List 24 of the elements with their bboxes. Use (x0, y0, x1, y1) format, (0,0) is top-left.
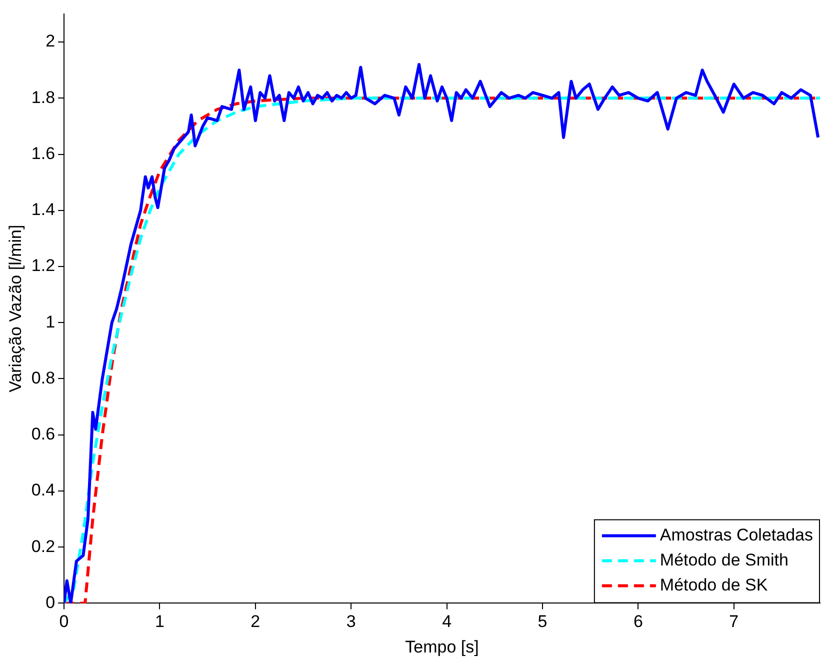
y-tick-label: 0.8 (31, 368, 56, 388)
x-axis-title: Tempo [s] (405, 637, 479, 656)
y-tick-label: 0.2 (31, 536, 56, 556)
legend-label: Método de Smith (660, 550, 788, 570)
y-tick-label: 0.6 (31, 424, 56, 444)
y-tick-label: 1 (46, 312, 56, 332)
x-tick-label: 0 (59, 612, 69, 632)
x-tick-label: 3 (346, 612, 356, 632)
x-tick-label: 4 (442, 612, 452, 632)
x-tick-label: 1 (154, 612, 164, 632)
x-tick-label: 7 (729, 612, 739, 632)
y-tick-label: 2 (46, 32, 56, 51)
y-tick-label: 0 (46, 592, 56, 612)
legend-label: Amostras Coletadas (660, 525, 814, 544)
x-tick-label: 6 (633, 612, 643, 632)
legend-label: Método de SK (660, 575, 768, 594)
y-tick-label: 1.6 (31, 144, 56, 163)
y-axis-title: Variação Vazão [l/min] (6, 224, 25, 392)
y-tick-label: 0.4 (31, 480, 56, 500)
x-tick-label: 5 (538, 612, 548, 632)
y-tick-label: 1.8 (31, 88, 56, 107)
x-tick-label: 2 (250, 612, 260, 632)
y-tick-label: 1.2 (31, 256, 56, 276)
y-tick-label: 1.4 (31, 200, 56, 220)
